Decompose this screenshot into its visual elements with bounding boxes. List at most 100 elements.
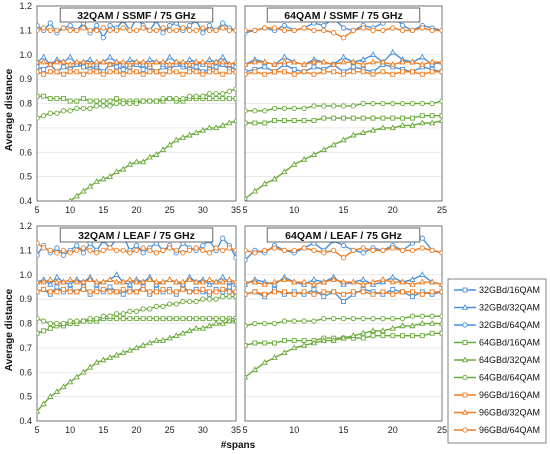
data-point (350, 289, 356, 295)
data-point (200, 286, 206, 292)
data-point (193, 278, 200, 285)
data-point (429, 69, 435, 75)
data-point (380, 100, 386, 107)
x-tick-label: 25 (437, 205, 447, 215)
data-point (80, 368, 87, 375)
data-point (159, 337, 167, 343)
data-point (200, 296, 206, 302)
panel-title-box (266, 7, 421, 23)
data-point (272, 340, 277, 346)
data-point (199, 58, 206, 65)
data-point (291, 278, 298, 285)
data-point (340, 136, 347, 143)
legend-label: 32GBd/32QAM (479, 303, 540, 313)
data-point (60, 108, 67, 114)
series-line-64GBd-32QAM (245, 119, 442, 200)
data-point (399, 27, 406, 34)
data-point (147, 247, 153, 254)
data-point (167, 69, 173, 75)
data-point (134, 316, 139, 322)
y-tick-label: 0.5 (19, 392, 32, 402)
data-point (53, 278, 61, 285)
x-tick-label: 20 (388, 205, 398, 215)
x-tick-label: 20 (131, 205, 141, 215)
data-point (113, 247, 120, 254)
data-point (252, 69, 258, 75)
data-point (87, 98, 93, 104)
data-point (291, 66, 297, 72)
x-axis-label: #spans (221, 440, 256, 451)
data-point (41, 93, 47, 99)
data-point (60, 383, 67, 390)
data-point (74, 289, 80, 295)
data-point (134, 289, 139, 295)
data-point (438, 280, 442, 287)
data-point (41, 66, 47, 72)
data-point (272, 289, 277, 295)
data-point (261, 58, 268, 65)
data-point (179, 278, 187, 285)
data-point (147, 98, 153, 104)
data-point (301, 118, 307, 124)
data-point (100, 313, 106, 319)
data-point (262, 340, 268, 346)
data-point (311, 118, 317, 124)
data-point (380, 247, 386, 254)
data-point (199, 126, 206, 133)
data-point (320, 58, 327, 65)
data-point (107, 284, 113, 290)
data-point (107, 103, 113, 109)
x-tick-label: 5 (34, 425, 39, 435)
data-point (62, 199, 65, 201)
data-point (262, 71, 268, 77)
data-point (37, 64, 40, 70)
y-tick-label: 1.2 (19, 1, 32, 11)
data-point (193, 298, 199, 305)
data-point (410, 289, 415, 295)
data-point (180, 298, 186, 305)
data-point (350, 115, 356, 121)
panel-title: 64QAM / SSMF / 75 GHz (284, 10, 402, 22)
data-point (281, 118, 287, 124)
data-point (310, 151, 318, 157)
data-point (389, 60, 396, 67)
data-point (419, 100, 425, 107)
data-point (438, 58, 442, 65)
y-axis-label-bottom: Average distance (4, 288, 15, 371)
data-point (330, 141, 337, 148)
data-point (409, 27, 416, 34)
data-point (341, 71, 346, 77)
data-point (179, 134, 187, 140)
data-point (68, 197, 73, 201)
data-point (271, 245, 278, 251)
y-tick-label: 0.9 (19, 74, 32, 84)
data-point (37, 115, 40, 121)
data-point (153, 337, 160, 343)
data-point (389, 124, 396, 131)
x-tick-label: 25 (165, 205, 175, 215)
data-point (94, 69, 100, 75)
y-tick-label: 1.1 (19, 245, 32, 255)
data-point (330, 103, 337, 109)
x-tick-label: 10 (65, 425, 75, 435)
data-point (186, 56, 193, 62)
legend-label: 64GBd/32QAM (479, 355, 540, 365)
data-point (47, 276, 54, 282)
data-point (54, 110, 60, 116)
data-point (400, 69, 406, 75)
data-point (419, 278, 426, 285)
data-point (360, 335, 366, 341)
data-point (100, 35, 106, 41)
data-point (94, 27, 100, 34)
data-point (37, 289, 40, 295)
data-point (390, 115, 396, 121)
data-point (291, 160, 298, 167)
data-point (409, 313, 416, 319)
data-point (233, 69, 236, 75)
data-point (166, 53, 173, 60)
data-point (106, 276, 114, 282)
data-point (47, 289, 53, 295)
data-point (107, 245, 113, 251)
data-point (220, 20, 226, 26)
data-point (120, 66, 126, 72)
